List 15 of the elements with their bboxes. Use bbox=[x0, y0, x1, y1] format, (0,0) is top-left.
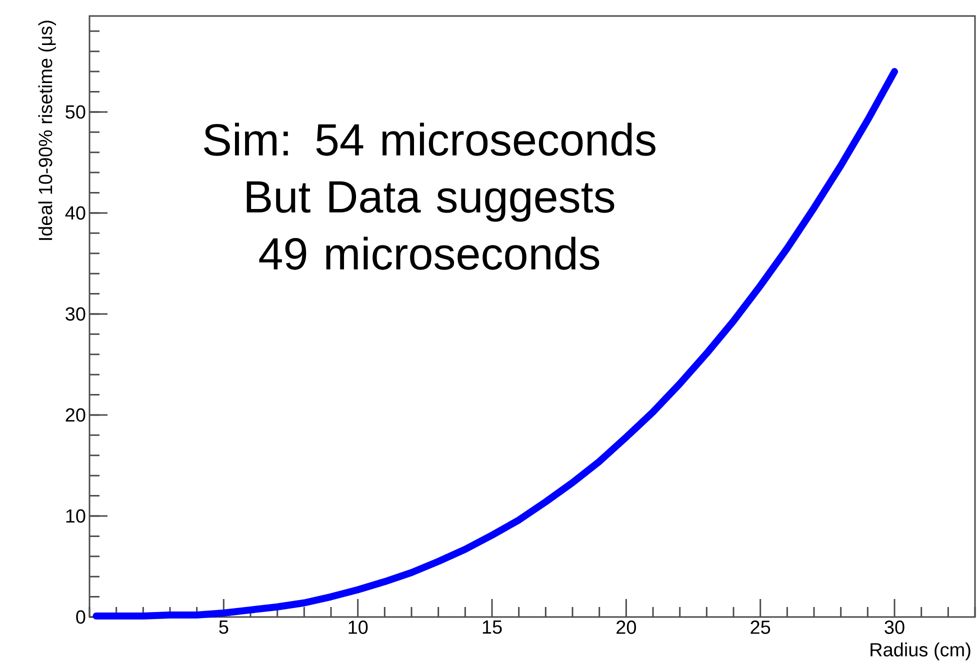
y-tick-label: 0 bbox=[76, 610, 86, 624]
y-axis-title: Ideal 10-90% risetime (μs) bbox=[38, 20, 56, 240]
x-tick-label: 10 bbox=[348, 620, 368, 634]
y-tick-label: 30 bbox=[66, 307, 86, 321]
y-tick-label: 10 bbox=[66, 509, 86, 523]
x-tick-label: 20 bbox=[616, 620, 636, 634]
x-tick-label: 30 bbox=[884, 620, 904, 634]
x-axis-title: Radius (cm) bbox=[870, 642, 970, 660]
y-tick-label: 50 bbox=[66, 105, 86, 119]
y-tick-label: 40 bbox=[65, 206, 86, 220]
x-tick-label: 25 bbox=[750, 620, 770, 634]
x-tick-label: 15 bbox=[482, 620, 502, 634]
x-tick-label: 5 bbox=[219, 620, 228, 634]
y-tick-label: 20 bbox=[66, 408, 86, 422]
annotation: Sim: 54 microseconds But Data suggests 49 microseconds bbox=[204, 122, 656, 270]
